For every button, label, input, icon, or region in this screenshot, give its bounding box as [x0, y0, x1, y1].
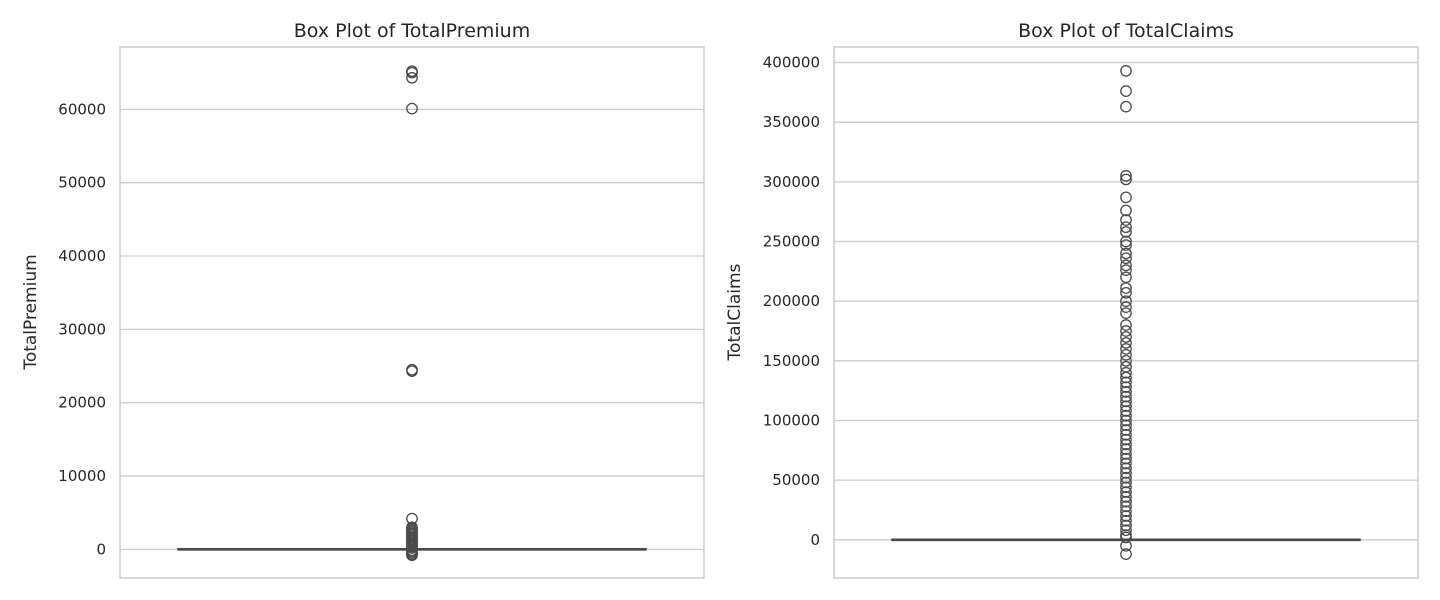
outlier-point	[1120, 462, 1132, 475]
outlier-point	[406, 549, 418, 562]
outlier-point	[1120, 457, 1132, 470]
outlier-point	[1120, 376, 1132, 389]
y-tick-label: 0	[96, 540, 106, 558]
chart-title: Box Plot of TotalClaims	[1018, 20, 1234, 42]
outlier-point	[1120, 400, 1132, 413]
gridlines	[120, 108, 704, 551]
outlier-point	[1120, 204, 1132, 217]
outlier-point	[1120, 191, 1132, 204]
y-tick-label: 60000	[58, 100, 106, 118]
outlier-point	[1120, 295, 1132, 308]
chart-totalclaims: 0 50000 100000 150000 200000 250000 300000 3500…	[725, 20, 1419, 579]
outlier-point	[1120, 433, 1132, 446]
chart-totalpremium: 0 10000 20000 30000 40000 50000 60000 Box Plot…	[21, 20, 705, 579]
outlier-point	[1120, 386, 1132, 398]
outlier-point	[1120, 214, 1132, 226]
outlier-point	[1120, 173, 1132, 186]
outlier-point	[1120, 221, 1132, 234]
y-tick-label: 0	[810, 531, 820, 549]
outlier-point	[1120, 419, 1132, 432]
y-tick-label: 50000	[772, 471, 820, 489]
outlier-point	[1120, 524, 1132, 537]
outlier-point	[1120, 235, 1132, 248]
y-tick-label: 50000	[58, 174, 106, 192]
outlier-point	[406, 365, 418, 378]
outlier-point	[1120, 349, 1132, 361]
outlier-point	[1120, 239, 1132, 251]
outlier-point	[1120, 286, 1132, 299]
outlier-point	[1120, 381, 1132, 393]
outlier-point	[1120, 259, 1132, 272]
y-tick-label: 350000	[763, 113, 820, 131]
outlier-point	[1120, 548, 1132, 560]
outlier-points	[406, 65, 418, 562]
outlier-point	[1120, 343, 1132, 355]
outlier-point	[1120, 452, 1132, 465]
outlier-point	[1120, 495, 1132, 508]
outlier-point	[1120, 539, 1132, 552]
y-axis-label: TotalPremium	[21, 254, 41, 370]
y-tick-label: 400000	[763, 54, 820, 72]
outlier-point	[1120, 505, 1132, 518]
outlier-point	[406, 102, 418, 115]
y-tick-label: 200000	[763, 292, 820, 310]
outlier-point	[406, 66, 418, 79]
outlier-point	[1120, 491, 1132, 503]
y-tick-label: 150000	[763, 352, 820, 370]
outlier-point	[1120, 476, 1132, 489]
outlier-point	[1120, 395, 1132, 408]
outlier-point	[1120, 307, 1132, 319]
y-tick-labels: 0 10000 20000 30000 40000 50000 60000	[58, 100, 106, 558]
outlier-point	[1120, 100, 1132, 113]
y-tick-label: 20000	[58, 394, 106, 412]
y-tick-labels: 0 50000 100000 150000 200000 250000 300000 3500…	[763, 54, 820, 549]
outlier-point	[1120, 354, 1132, 367]
outlier-points	[1120, 65, 1132, 560]
y-tick-label: 30000	[58, 320, 106, 338]
outlier-point	[1120, 428, 1132, 441]
outlier-point	[1120, 319, 1132, 331]
outlier-point	[1120, 170, 1132, 182]
outlier-point	[1120, 443, 1132, 455]
outlier-point	[1120, 409, 1132, 422]
outlier-point	[1120, 337, 1132, 349]
outlier-point	[1120, 226, 1132, 238]
outlier-point	[1120, 519, 1132, 532]
plot-area-frame	[119, 46, 705, 579]
outlier-point	[1120, 486, 1132, 498]
y-tick-label: 300000	[763, 173, 820, 191]
outlier-point	[1120, 65, 1132, 77]
outlier-point	[1120, 510, 1132, 522]
outlier-point	[406, 71, 418, 84]
outlier-point	[1120, 424, 1132, 436]
chart-title: Box Plot of TotalPremium	[294, 20, 530, 42]
outlier-point	[1120, 467, 1132, 479]
outlier-point	[1120, 390, 1132, 403]
outlier-point	[1120, 264, 1132, 276]
outlier-point	[1120, 500, 1132, 513]
outlier-point	[1120, 514, 1132, 527]
y-tick-label: 40000	[58, 247, 106, 265]
y-axis-label: TotalClaims	[725, 263, 745, 361]
outlier-point	[1120, 301, 1132, 313]
y-tick-label: 100000	[763, 411, 820, 429]
outlier-point	[1120, 371, 1132, 384]
outlier-point	[1120, 331, 1132, 343]
y-tick-label: 250000	[763, 233, 820, 251]
outlier-point	[1120, 481, 1132, 494]
outlier-point	[1120, 405, 1132, 417]
outlier-point	[1120, 252, 1132, 265]
outlier-point	[1120, 438, 1132, 451]
outlier-point	[1120, 366, 1132, 379]
outlier-point	[1120, 471, 1132, 484]
outlier-point	[1120, 414, 1132, 427]
outlier-point	[1120, 448, 1132, 460]
outlier-point	[1120, 282, 1132, 294]
outlier-point	[1120, 247, 1132, 260]
outlier-point	[1120, 325, 1132, 337]
outlier-point	[1120, 531, 1132, 544]
outlier-point	[1120, 85, 1132, 98]
y-tick-label: 10000	[58, 467, 106, 485]
